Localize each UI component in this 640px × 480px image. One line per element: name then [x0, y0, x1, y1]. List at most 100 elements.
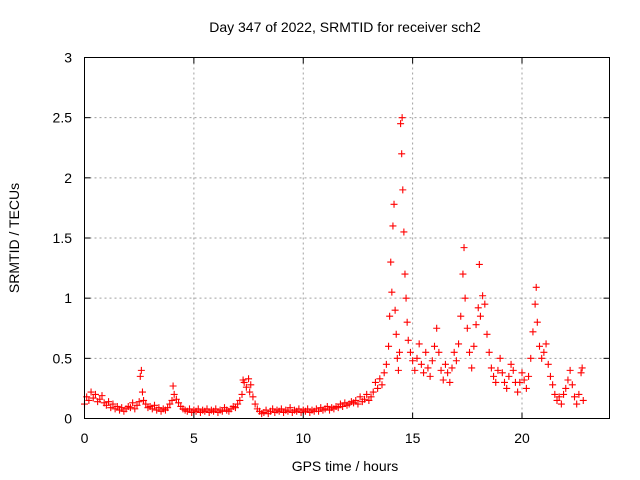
data-point [413, 354, 421, 362]
data-point [457, 312, 465, 320]
data-point [231, 404, 239, 412]
data-point [516, 378, 524, 386]
y-tick-label: 1.5 [53, 230, 73, 246]
data-point [481, 300, 489, 308]
data-point [398, 114, 406, 122]
data-point [562, 384, 570, 392]
data-point [142, 400, 150, 408]
data-point [388, 288, 396, 296]
data-point [135, 398, 143, 406]
data-point [466, 348, 473, 356]
data-point [96, 395, 104, 403]
data-point [105, 398, 113, 406]
data-point [468, 364, 476, 372]
data-point [186, 405, 193, 413]
data-point [238, 390, 246, 398]
data-point [249, 393, 257, 401]
data-point [472, 321, 480, 329]
data-point [334, 404, 342, 412]
data-point [463, 324, 471, 332]
data-point [444, 369, 452, 377]
data-point [376, 375, 384, 383]
data-point [409, 357, 417, 365]
data-point [411, 366, 419, 374]
data-point [155, 404, 163, 412]
data-point [136, 372, 144, 380]
x-tick-label: 0 [81, 430, 89, 446]
data-point [389, 222, 397, 230]
data-point [450, 348, 458, 356]
data-point [470, 342, 478, 350]
data-point [391, 306, 399, 314]
data-points [81, 114, 587, 418]
data-point [403, 318, 411, 326]
y-axis-label: SRMTID / TECUs [6, 183, 22, 293]
data-point [514, 388, 522, 396]
data-point [452, 357, 460, 365]
data-point [168, 396, 176, 404]
data-point [505, 372, 513, 380]
data-point [396, 348, 403, 356]
data-point [118, 404, 126, 412]
data-point [507, 360, 515, 368]
data-point [532, 283, 540, 291]
data-point [544, 360, 552, 368]
data-point [387, 258, 395, 266]
data-point [531, 300, 539, 308]
data-point [483, 330, 491, 338]
data-point [417, 360, 425, 368]
data-point [242, 383, 250, 391]
data-point [485, 348, 493, 356]
data-point [374, 384, 382, 392]
data-point [402, 294, 410, 302]
data-point [568, 381, 576, 389]
x-tick-label: 15 [405, 430, 421, 446]
data-point [479, 292, 487, 300]
data-point [85, 396, 93, 404]
data-point [490, 372, 498, 380]
x-tick-label: 5 [190, 430, 198, 446]
data-point [564, 376, 572, 384]
data-point [549, 381, 557, 389]
data-point [371, 378, 379, 386]
data-point [422, 348, 430, 356]
axis-ticks [84, 57, 610, 419]
data-point [352, 396, 360, 404]
data-point [361, 395, 368, 403]
data-point [476, 312, 484, 320]
data-point [496, 354, 504, 362]
data-point [87, 388, 95, 396]
data-point [459, 270, 467, 278]
data-point [487, 364, 495, 372]
data-point [369, 388, 377, 396]
data-point [304, 405, 312, 413]
data-point [295, 405, 303, 413]
data-point [399, 186, 407, 194]
data-point [424, 364, 432, 372]
data-point [492, 378, 500, 386]
data-point [164, 404, 172, 412]
data-point [571, 393, 578, 401]
data-point [503, 384, 511, 392]
x-tick-label: 10 [295, 430, 311, 446]
data-point [131, 405, 139, 413]
data-point [460, 244, 468, 252]
data-point [277, 405, 285, 413]
data-point [138, 388, 146, 396]
data-point [170, 390, 178, 398]
data-point [509, 366, 517, 374]
data-point [284, 407, 292, 415]
data-point [234, 400, 242, 408]
data-point [406, 348, 414, 356]
data-point [415, 340, 423, 348]
data-point [236, 396, 244, 404]
data-point [426, 372, 434, 380]
data-point [203, 405, 211, 413]
y-tick-label: 1 [64, 290, 72, 306]
data-point [557, 400, 565, 408]
data-point [551, 390, 559, 398]
data-point [536, 342, 543, 350]
data-point [140, 396, 148, 404]
data-point [262, 406, 270, 414]
